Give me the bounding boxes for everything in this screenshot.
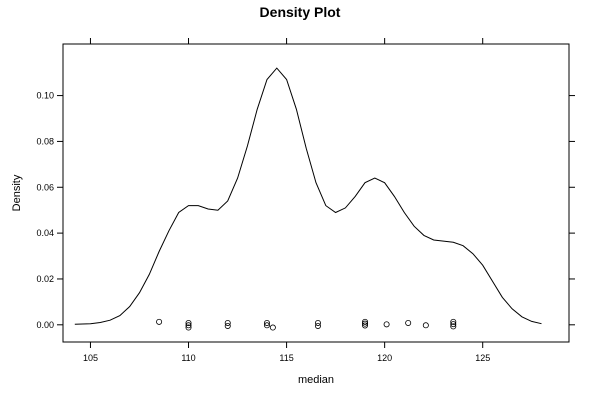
- y-tick-label: 0.00: [36, 320, 54, 330]
- rug-point: [422, 322, 429, 329]
- x-tick-label: 105: [83, 353, 98, 363]
- rug-point: [263, 322, 270, 329]
- x-axis-label: median: [298, 374, 334, 386]
- rug-point: [314, 322, 321, 329]
- plot-frame: [62, 43, 570, 343]
- x-tick-label: 120: [377, 353, 392, 363]
- chart-title: Density Plot: [260, 4, 341, 20]
- density-series: [74, 67, 542, 325]
- x-tick-label: 115: [279, 353, 293, 363]
- rug-point: [185, 319, 192, 326]
- y-tick-label: 0.06: [36, 182, 54, 192]
- rug-point: [224, 319, 231, 326]
- rug-point: [450, 323, 457, 330]
- rug-point: [224, 322, 231, 329]
- rug-point: [156, 318, 163, 325]
- rug-point: [263, 319, 270, 326]
- density-line: [74, 67, 542, 325]
- x-tick-label: 125: [475, 353, 490, 363]
- rug-point: [450, 321, 457, 328]
- rug-point: [362, 320, 369, 327]
- y-tick-label: 0.10: [36, 91, 54, 101]
- y-axis-label: Density: [11, 174, 23, 211]
- y-tick-label: 0.08: [36, 136, 54, 146]
- x-tick-label: 110: [181, 353, 195, 363]
- rug-point: [383, 321, 390, 328]
- rug-point: [185, 324, 192, 331]
- y-tick-label: 0.04: [36, 228, 54, 238]
- rug-point: [269, 324, 276, 331]
- rug-point: [314, 319, 321, 326]
- y-tick-label: 0.02: [36, 274, 54, 284]
- rug-point: [185, 322, 192, 329]
- rug-point: [362, 322, 369, 329]
- rug-point: [405, 319, 412, 326]
- rug-points: [156, 318, 457, 331]
- rug-point: [362, 318, 369, 325]
- axis-ticks: 105 110 115 120 125 0.00 0.02 0.04 0.06 0.08 0.10: [36, 38, 575, 363]
- rug-point: [450, 318, 457, 325]
